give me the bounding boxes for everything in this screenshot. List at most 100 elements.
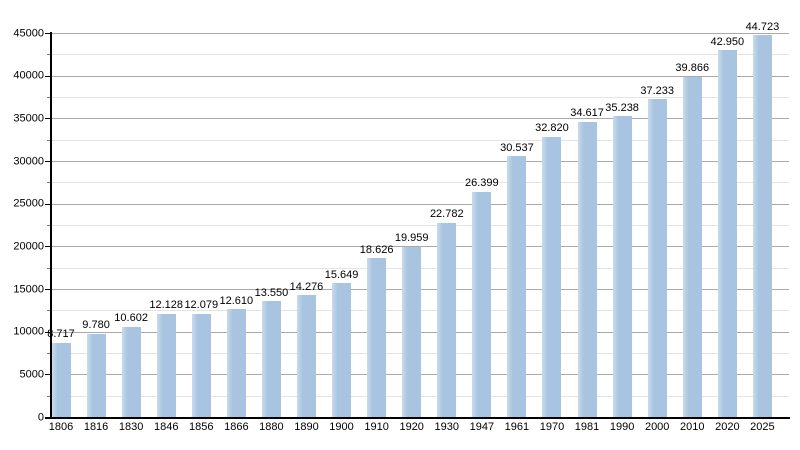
y-axis-major-tick (45, 289, 51, 290)
bar-value-label: 39.866 (675, 62, 710, 75)
bar (402, 246, 422, 417)
bar-value-label: 12.079 (184, 299, 219, 312)
bar (542, 136, 562, 417)
x-axis-label: 1900 (329, 421, 354, 433)
y-axis-label: 45000 (13, 27, 44, 39)
gridline-minor (51, 139, 789, 141)
y-axis-minor-tick (47, 182, 51, 184)
x-axis-label: 1990 (609, 421, 635, 433)
bar-value-label: 26.399 (465, 177, 499, 190)
gridline-major (51, 75, 789, 77)
gridline-minor (51, 54, 789, 56)
x-axis-label: 1830 (118, 421, 144, 433)
x-axis-label: 1970 (539, 421, 565, 433)
bar (332, 283, 352, 417)
bar-value-label: 19.959 (394, 232, 429, 245)
bar (717, 50, 737, 417)
bar-value-label: 30.537 (500, 141, 534, 154)
y-axis-major-tick (45, 374, 51, 376)
bar-value-label: 13.550 (254, 286, 289, 299)
y-axis-line (50, 32, 52, 417)
bar (51, 342, 71, 417)
y-axis-label: 0 (37, 411, 44, 423)
gridline-major (51, 33, 789, 34)
x-axis-label: 2010 (680, 421, 705, 433)
y-axis-label: 10000 (13, 325, 44, 338)
bar-value-label: 14.276 (289, 280, 324, 293)
bar (261, 301, 281, 417)
y-axis-minor-tick (47, 54, 51, 56)
gridline-major (51, 118, 789, 120)
bar-value-label: 8.717 (47, 328, 75, 341)
bar (647, 99, 667, 417)
y-axis-major-tick (45, 331, 51, 333)
gridline-major (51, 161, 789, 162)
y-axis-label: 5000 (19, 368, 44, 381)
y-axis-label: 30000 (13, 155, 44, 167)
y-axis-minor-tick (47, 97, 51, 98)
bar-value-label: 10.602 (114, 312, 148, 325)
x-axis-label: 2025 (750, 421, 775, 433)
bar-value-label: 35.238 (605, 101, 639, 114)
bar-value-label: 32.820 (535, 122, 569, 135)
y-axis-label: 40000 (13, 69, 44, 82)
bar-value-label: 18.626 (359, 243, 394, 256)
y-axis-label: 25000 (13, 197, 44, 210)
x-axis-line (45, 417, 790, 419)
y-axis-major-tick (45, 203, 51, 205)
x-axis-label: 1910 (364, 421, 389, 433)
bar-value-label: 12.610 (219, 294, 254, 307)
x-axis-label: 1846 (153, 421, 179, 433)
bar (472, 191, 492, 417)
gridline-major (51, 203, 789, 205)
x-axis-label: 2000 (644, 421, 670, 433)
y-axis-label: 15000 (13, 283, 44, 295)
x-axis-label: 1890 (294, 421, 319, 433)
y-axis-minor-tick (47, 310, 51, 312)
y-axis-minor-tick (47, 139, 51, 141)
bar (577, 121, 597, 417)
bar (367, 258, 387, 417)
y-axis-label: 35000 (13, 112, 44, 125)
gridline-minor (51, 182, 789, 184)
y-axis-major-tick (45, 161, 51, 162)
bar (86, 333, 106, 417)
x-axis-label: 2020 (715, 421, 740, 433)
gridline-minor (51, 225, 789, 226)
bar (682, 76, 702, 417)
x-axis-label: 1947 (469, 421, 495, 433)
bar-value-label: 37.233 (640, 84, 675, 97)
x-axis-label: 1856 (189, 421, 214, 433)
x-axis-label: 1981 (574, 421, 600, 433)
bar-value-label: 9.780 (82, 319, 110, 332)
bar-value-label: 22.782 (429, 208, 464, 221)
bar-value-label: 34.617 (570, 107, 604, 120)
bar (156, 313, 176, 417)
y-axis-minor-tick (47, 395, 51, 397)
x-axis-label: 1880 (259, 421, 284, 433)
y-axis-minor-tick (47, 225, 51, 226)
y-axis-major-tick (45, 33, 51, 34)
x-axis-label: 1961 (504, 421, 530, 433)
bar (191, 313, 211, 417)
x-axis-label: 1866 (224, 421, 249, 433)
bar (121, 326, 141, 417)
x-axis-label: 1816 (83, 421, 109, 433)
y-axis-major-tick (45, 246, 51, 248)
y-axis-major-tick (45, 75, 51, 77)
bar (296, 295, 316, 417)
gridline-minor (51, 97, 789, 98)
y-axis-minor-tick (47, 353, 51, 354)
bar (612, 116, 632, 417)
y-axis-label: 20000 (13, 240, 44, 253)
bar (507, 156, 527, 417)
x-axis-label: 1920 (399, 421, 424, 433)
bar (437, 222, 457, 417)
bar (752, 35, 772, 417)
y-axis-minor-tick (47, 267, 51, 269)
x-axis-label: 1930 (434, 421, 460, 433)
bar-value-label: 42.950 (710, 35, 745, 48)
bar-value-label: 44.723 (745, 20, 780, 33)
x-axis-label: 1806 (48, 421, 74, 433)
